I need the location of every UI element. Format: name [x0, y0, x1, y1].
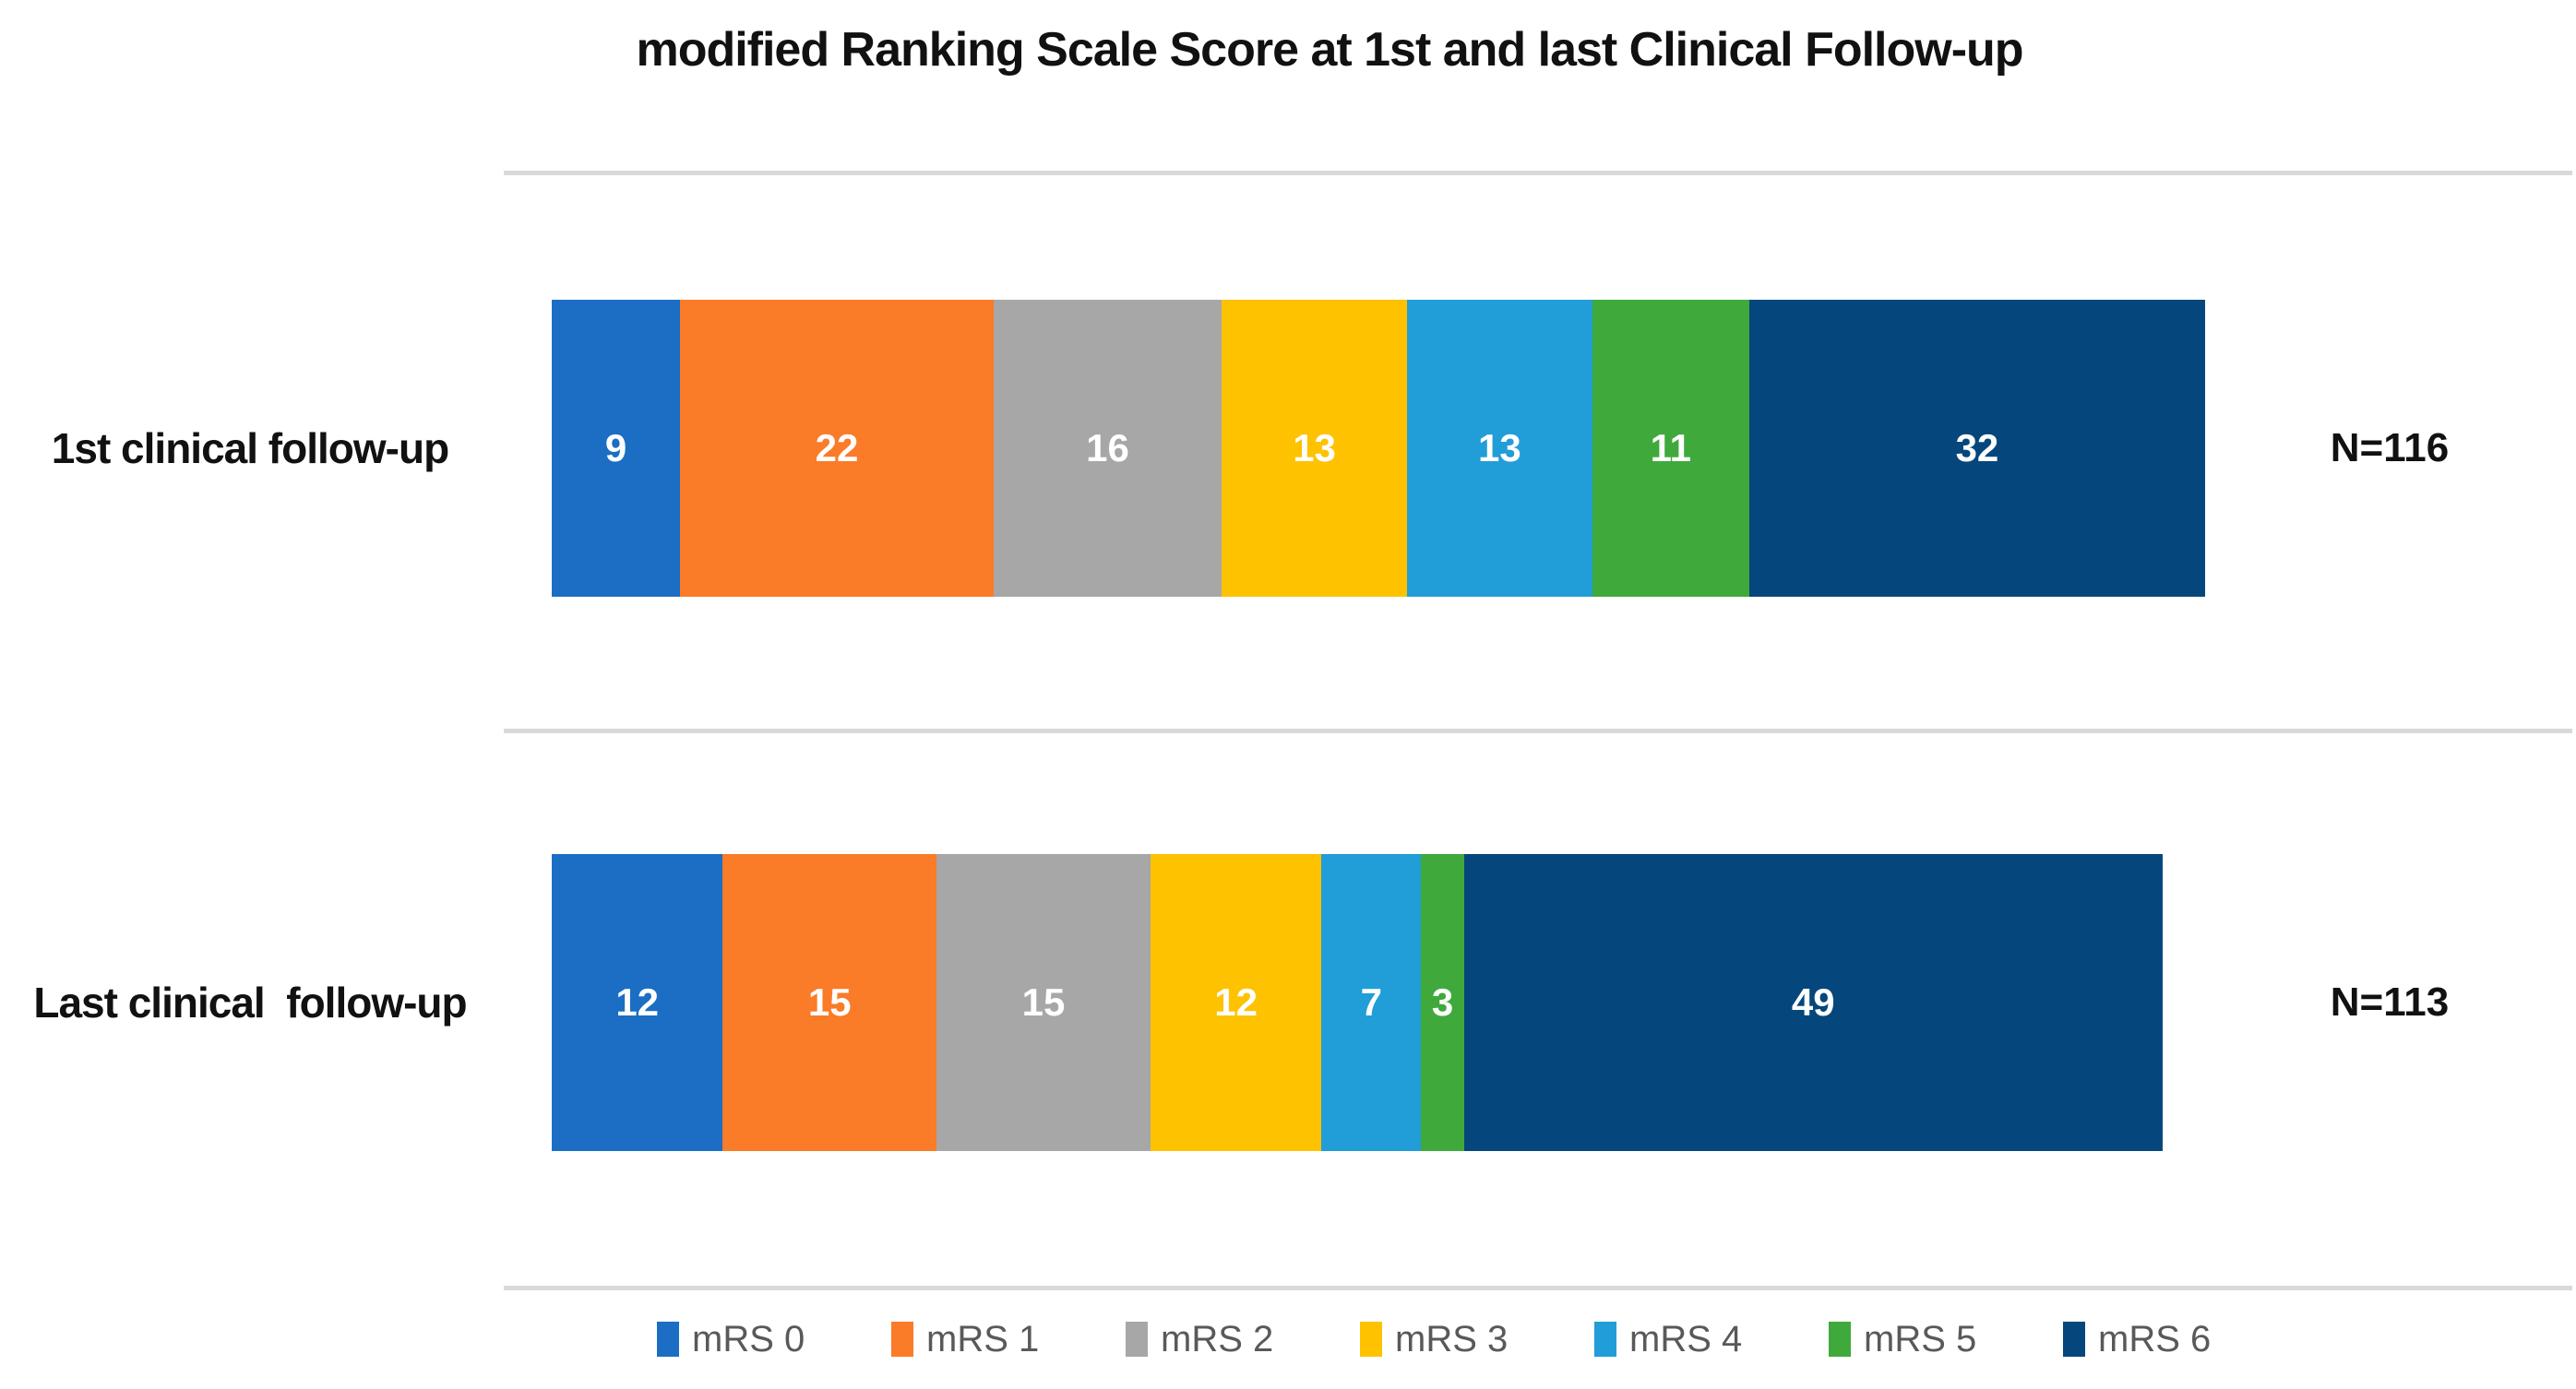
bar-segment-mrs-1: 22: [680, 300, 994, 597]
segment-value-label: 13: [1478, 426, 1521, 469]
legend-item-mrs-0: mRS 0: [657, 1313, 805, 1365]
bar-segment-mrs-6: 32: [1748, 300, 2206, 597]
segment-value-label: 32: [1955, 426, 1999, 469]
bar-segment-mrs-2: 15: [936, 854, 1151, 1151]
segment-value-label: 3: [1431, 980, 1454, 1024]
segment-value-label: 9: [604, 426, 627, 469]
legend-label: mRS 3: [1395, 1318, 1509, 1359]
bar-row: 9 22 16 13 13 11 32: [552, 300, 2206, 597]
segment-value-label: 15: [1021, 980, 1066, 1024]
n-total-label: N=113: [2330, 979, 2450, 1025]
chart-title: modified Ranking Scale Score at 1st and …: [636, 23, 2023, 77]
legend-label: mRS 5: [1864, 1318, 1977, 1359]
bar-segment-mrs-0: 12: [552, 854, 723, 1151]
legend-item-mrs-4: mRS 4: [1594, 1313, 1742, 1365]
bar-segment-mrs-3: 12: [1150, 854, 1322, 1151]
n-total-label: N=116: [2330, 425, 2450, 470]
legend-swatch-icon: [657, 1322, 679, 1357]
separator-line-bottom: [504, 1286, 2572, 1290]
bar-segment-mrs-3: 13: [1222, 300, 1407, 597]
separator-line-top: [504, 171, 2572, 175]
bar-segment-mrs-5: 11: [1592, 300, 1749, 597]
bar-segment-mrs-4: 13: [1406, 300, 1592, 597]
legend-item-mrs-1: mRS 1: [891, 1313, 1039, 1365]
legend-swatch-icon: [1126, 1322, 1148, 1357]
bar-segment-mrs-4: 7: [1321, 854, 1422, 1151]
segment-value-label: 15: [807, 980, 852, 1024]
legend-label: mRS 4: [1629, 1318, 1743, 1359]
category-label: Last clinical follow-up: [33, 979, 467, 1027]
legend-item-mrs-3: mRS 3: [1360, 1313, 1508, 1365]
segment-value-label: 12: [615, 980, 660, 1024]
legend-swatch-icon: [2063, 1322, 2085, 1357]
bar-segment-mrs-6: 49: [1463, 854, 2163, 1151]
bar-segment-mrs-0: 9: [552, 300, 681, 597]
legend-label: mRS 0: [692, 1318, 805, 1359]
legend-label: mRS 1: [926, 1318, 1040, 1359]
bar-segment-mrs-5: 3: [1421, 854, 1464, 1151]
segment-value-label: 13: [1293, 426, 1336, 469]
legend-label: mRS 6: [2098, 1318, 2212, 1359]
segment-value-label: 12: [1214, 980, 1258, 1024]
legend-swatch-icon: [1360, 1322, 1382, 1357]
bar-segment-mrs-1: 15: [722, 854, 937, 1151]
category-label: 1st clinical follow-up: [51, 424, 449, 472]
bar-row: 12 15 15 12 7 3 49: [552, 854, 2163, 1151]
separator-line-middle: [504, 729, 2572, 733]
legend-swatch-icon: [1829, 1322, 1851, 1357]
segment-value-label: 7: [1360, 980, 1383, 1024]
segment-value-label: 49: [1791, 980, 1835, 1024]
segment-value-label: 22: [815, 426, 859, 469]
legend-swatch-icon: [1594, 1322, 1616, 1357]
bar-segment-mrs-2: 16: [993, 300, 1222, 597]
segment-value-label: 11: [1650, 426, 1691, 469]
legend-item-mrs-5: mRS 5: [1829, 1313, 1976, 1365]
legend-label: mRS 2: [1161, 1318, 1274, 1359]
legend-swatch-icon: [891, 1322, 913, 1357]
legend-item-mrs-6: mRS 6: [2063, 1313, 2211, 1365]
segment-value-label: 16: [1086, 426, 1129, 469]
legend-item-mrs-2: mRS 2: [1126, 1313, 1273, 1365]
